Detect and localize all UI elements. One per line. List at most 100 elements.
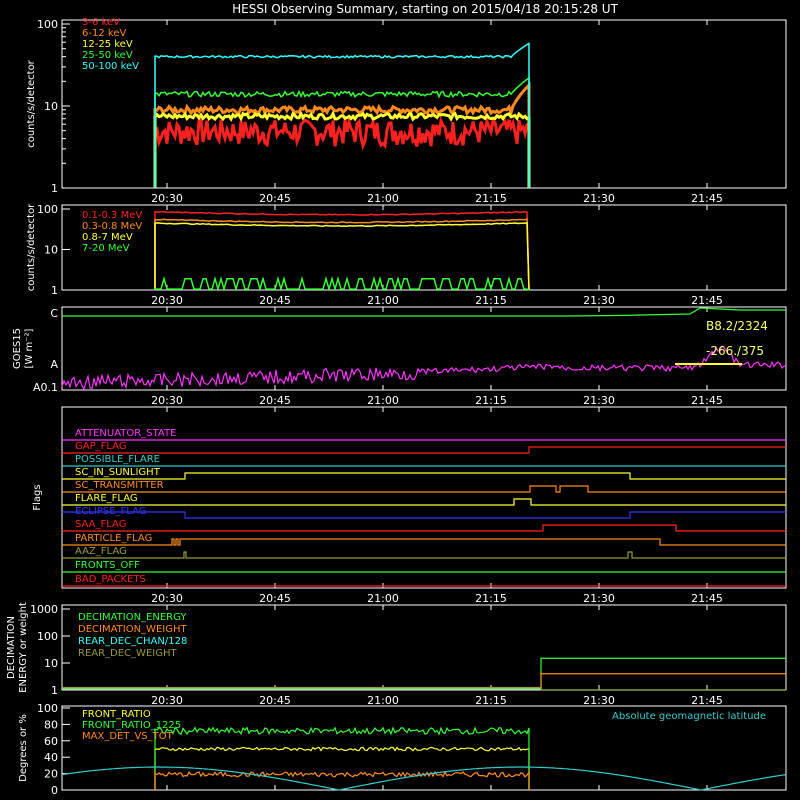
- flags-series-line-8: [62, 538, 786, 546]
- flags-label-5: FLARE_FLAG: [75, 493, 138, 504]
- figure-title: HESSI Observing Summary, starting on 201…: [232, 2, 618, 16]
- lowE-series-line-4: [154, 42, 530, 188]
- flags-series-line-1: [62, 446, 786, 454]
- highE-series-line-1: [154, 218, 530, 291]
- goes-plot-frame: [61, 306, 787, 391]
- goes-xtick-label-4: 21:30: [583, 394, 615, 407]
- goes-ytick-label-0: A0.1: [33, 381, 58, 394]
- flags-xtick-label-2: 21:00: [367, 592, 399, 605]
- highE-series-line-3: [154, 275, 530, 292]
- goes-ytick-label-2: C: [50, 307, 58, 320]
- decim-legend-entry-3: REAR_DEC_WEIGHT: [78, 648, 177, 659]
- lowE-xtick-label-0: 20:30: [151, 192, 183, 205]
- goes-xtick-label-2: 21:00: [367, 394, 399, 407]
- ratio-series-line-2: [154, 769, 530, 790]
- decim-xtick-label-1: 20:45: [259, 694, 291, 707]
- highE-series-line-0: [154, 210, 530, 291]
- ratio-plot-frame: [61, 705, 787, 791]
- decim-xtick-label-3: 21:15: [475, 694, 507, 707]
- decim-plot-frame: [61, 604, 787, 691]
- decim-xtick-label-5: 21:45: [691, 694, 723, 707]
- flags-label-1: GAP_FLAG: [75, 441, 127, 452]
- ratio-ytick-label-3: 60: [44, 735, 58, 748]
- flags-xtick-label-1: 20:45: [259, 592, 291, 605]
- highE-legend-entry-1: 0.3-0.8 MeV: [82, 221, 142, 232]
- decim-legend-entry-2: REAR_DEC_CHAN/128: [78, 636, 187, 647]
- flags-label-7: SAA_FLAG: [75, 519, 126, 530]
- lowE-xtick-label-3: 21:15: [475, 192, 507, 205]
- lowE-ylabel: counts/s/detector: [26, 59, 37, 147]
- lowE-xtick-label-4: 21:30: [583, 192, 615, 205]
- decim-legend-entry-0: DECIMATION_ENERGY: [78, 612, 187, 623]
- flags-series-line-7: [62, 524, 786, 532]
- highE-xtick-label-3: 21:15: [475, 294, 507, 307]
- highE-ytick-label-1: 10: [44, 244, 58, 257]
- decim-ytick-label-1: 10: [44, 657, 58, 670]
- flags-label-3: SC_IN_SUNLIGHT: [75, 467, 161, 478]
- flags-series-line-4: [62, 485, 786, 493]
- ratio-legend-entry-0: FRONT_RATIO: [82, 709, 151, 720]
- highE-xtick-label-4: 21:30: [583, 294, 615, 307]
- flags-series-line-5: [62, 498, 786, 506]
- goes-xtick-label-5: 21:45: [691, 394, 723, 407]
- ratio-ytick-label-5: 100: [37, 702, 58, 715]
- ratio-ylabel: Degrees or %: [18, 714, 29, 782]
- highE-xtick-label-0: 20:30: [151, 294, 183, 307]
- ratio-annotation-0: Absolute geomagnetic latitude: [612, 711, 766, 722]
- lowE-legend-entry-4: 50-100 keV: [82, 61, 139, 72]
- flags-series-line-9: [62, 551, 786, 559]
- flags-plot-frame: [61, 406, 787, 589]
- goes-xtick-label-0: 20:30: [151, 394, 183, 407]
- lowE-plot-frame: [61, 19, 787, 189]
- flags-xtick-label-0: 20:30: [151, 592, 183, 605]
- ratio-legend-entry-2: MAX_DET_VS_TOT: [82, 731, 174, 742]
- ratio-legend-entry-1: FRONT_RATIO_1225: [82, 720, 181, 731]
- flags-series-line-6: [62, 511, 786, 519]
- highE-legend-entry-3: 7-20 MeV: [82, 243, 130, 254]
- lowE-xtick-label-2: 21:00: [367, 192, 399, 205]
- lowE-legend-entry-1: 6-12 keV: [82, 28, 126, 39]
- highE-xtick-label-1: 20:45: [259, 294, 291, 307]
- highE-xtick-label-5: 21:45: [691, 294, 723, 307]
- ratio-ytick-label-4: 80: [44, 718, 58, 731]
- goes-series-line-1: [61, 345, 787, 391]
- goes-series-line-0: [62, 307, 786, 317]
- decim-ylabel2: ENERGY or weight: [18, 602, 29, 693]
- lowE-series-line-2: [153, 110, 531, 188]
- flags-series-line-3: [62, 472, 786, 480]
- lowE-series-line-3: [154, 76, 530, 188]
- goes-xtick-label-3: 21:15: [475, 394, 507, 407]
- flags-label-9: AAZ_FLAG: [75, 546, 127, 557]
- lowE-ytick-label-0: 1: [51, 182, 58, 195]
- decim-series-line-3: [62, 686, 786, 691]
- highE-ytick-label-2: 100: [37, 203, 58, 216]
- highE-plot-frame: [61, 204, 787, 291]
- decim-ytick-label-2: 100: [37, 630, 58, 643]
- flags-label-11: BAD_PACKETS: [75, 574, 146, 585]
- highE-legend-entry-2: 0.8-7 MeV: [82, 232, 133, 243]
- highE-ylabel: counts/s/detector: [26, 203, 37, 291]
- flags-xtick-label-4: 21:30: [583, 592, 615, 605]
- goes-ylabel-units: [W m⁻²]: [24, 328, 35, 368]
- lowE-ytick-label-1: 10: [44, 100, 58, 113]
- lowE-legend-entry-2: 12-25 keV: [82, 39, 133, 50]
- flags-label-2: POSSIBLE_FLARE: [75, 454, 160, 465]
- ratio-series-line-3: [61, 766, 787, 791]
- goes-xtick-label-1: 20:45: [259, 394, 291, 407]
- flags-ylabel: Flags: [32, 484, 43, 510]
- goes-ylabel: GOES15: [12, 328, 23, 369]
- ratio-ytick-label-2: 40: [44, 751, 58, 764]
- decim-ylabel: DECIMATION: [6, 616, 17, 679]
- ratio-ytick-label-1: 20: [44, 768, 58, 781]
- decim-xtick-label-2: 21:00: [367, 694, 399, 707]
- flags-xtick-label-5: 21:45: [691, 592, 723, 605]
- ratio-series-line-1: [154, 726, 530, 790]
- lowE-legend-entry-3: 25-50 keV: [82, 50, 133, 61]
- goes-annotation-1: -266./375: [706, 344, 764, 358]
- lowE-legend-entry-0: 3-6 keV: [82, 17, 120, 28]
- lowE-series-line-0: [153, 115, 531, 188]
- highE-series-line-2: [154, 222, 530, 291]
- flags-label-0: ATTENUATOR_STATE: [75, 428, 176, 439]
- goes-ytick-label-1: A: [50, 358, 58, 371]
